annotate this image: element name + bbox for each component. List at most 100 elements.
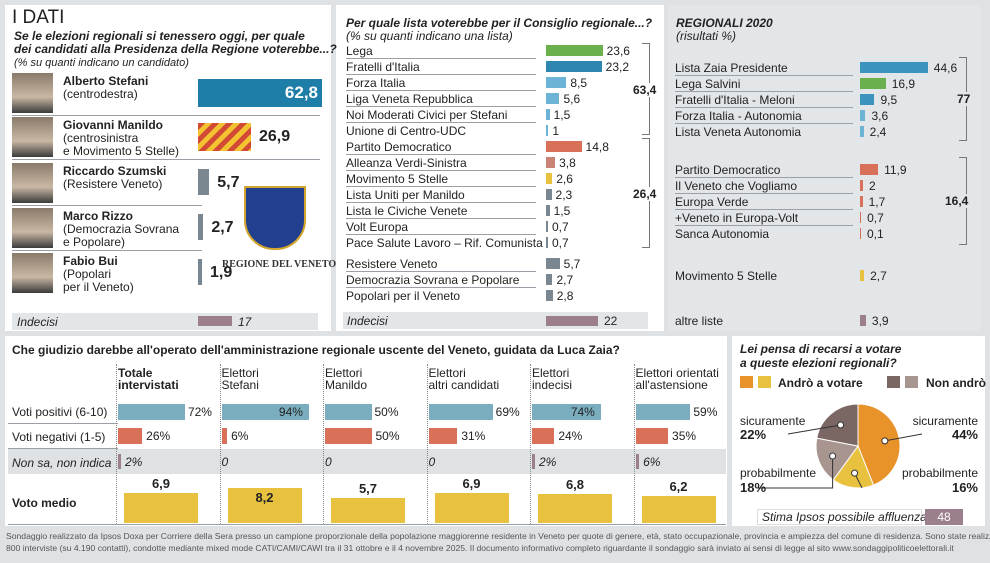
candidate-value: 62,8 <box>284 83 318 102</box>
regionali-value: 3,9 <box>871 314 889 328</box>
column-header: Elettori orientati <box>635 366 719 380</box>
column-separator <box>323 364 324 524</box>
lists-panel <box>336 5 664 331</box>
candidate-photo <box>12 163 53 203</box>
column-header: intervistati <box>118 378 179 392</box>
regione-veneto-logo <box>244 186 306 250</box>
list-label: Movimento 5 Stelle <box>346 172 449 186</box>
column-header: all'astensione <box>635 378 708 392</box>
average-value: 6,9 <box>151 476 171 492</box>
list-bar <box>546 125 549 136</box>
positive-bar <box>118 404 185 420</box>
list-bar <box>546 157 556 168</box>
undecided-bar <box>198 316 232 326</box>
regionali-2020-panel <box>668 5 981 331</box>
list-bar <box>546 237 548 248</box>
candidate-party: e Popolare) <box>63 235 126 249</box>
positive-value: 94% <box>278 405 303 419</box>
lists-question: Per quale lista voterebbe per il Consigl… <box>346 16 653 30</box>
regionali-value: 2,4 <box>869 125 887 139</box>
list-bar <box>546 109 550 120</box>
regionali-bar <box>860 196 863 207</box>
list-value: 1,5 <box>553 108 571 122</box>
candidate-value: 1,9 <box>210 264 233 281</box>
regionali-label: Lista Veneta Autonomia <box>675 125 802 139</box>
row-divider <box>8 448 118 449</box>
legend-go-label: Andrò a votare <box>778 376 863 390</box>
list-label: Unione di Centro-UDC <box>346 124 467 138</box>
candidate-party: per il Veneto) <box>63 280 134 294</box>
candidate-value: 5,7 <box>217 174 240 191</box>
list-label: Lista Uniti per Manildo <box>346 188 465 202</box>
candidate-bar <box>198 79 322 107</box>
list-value: 3,8 <box>559 156 576 170</box>
list-label: Volt Europa <box>346 220 409 234</box>
regionali-bar <box>860 110 866 121</box>
average-bar <box>641 496 716 523</box>
negative-bar <box>635 428 669 444</box>
candidate-photo <box>12 73 53 113</box>
non-sa-bar <box>532 454 535 469</box>
column-header: Totale <box>118 366 153 380</box>
column-header: Manildo <box>325 378 368 392</box>
list-value: 2,7 <box>556 273 574 287</box>
column-header: Elettori <box>221 366 259 380</box>
negative-bar <box>428 428 458 444</box>
regionali-value: 9,5 <box>880 93 898 107</box>
row-divider <box>346 74 536 75</box>
legend-swatch-maybe-go <box>758 376 771 388</box>
row-divider <box>346 218 536 219</box>
list-label: Democrazia Sovrana e Popolare <box>346 273 520 287</box>
row-divider <box>346 106 536 107</box>
lists-undecided-band <box>343 312 648 329</box>
row-divider <box>675 107 853 108</box>
regionali-bar <box>860 62 928 73</box>
regionali-note: (risultati %) <box>676 29 737 43</box>
list-bar <box>546 290 553 301</box>
regionali-label: Lega Salvini <box>675 77 741 91</box>
negative-value: 6% <box>231 429 249 443</box>
regionali-value: 0,1 <box>867 227 884 241</box>
list-value: 2,8 <box>556 289 574 303</box>
legend-swatch-sure-go <box>740 376 753 388</box>
regionali-title: REGIONALI 2020 <box>676 16 773 30</box>
non-sa-value: 0 <box>325 455 332 469</box>
column-header: Stefani <box>221 378 259 392</box>
regionali-bar <box>860 94 875 105</box>
row-divider <box>346 202 536 203</box>
regionali-value: 44,6 <box>933 61 958 75</box>
negative-value: 35% <box>672 429 697 443</box>
candidate-name: Giovanni Manildo <box>63 118 164 132</box>
candidates-question-2: dei candidati alla Presidenza della Regi… <box>14 42 337 56</box>
regionali-value: 16,9 <box>891 77 916 91</box>
list-label: Popolari per il Veneto <box>346 289 461 303</box>
row-divider <box>346 271 536 272</box>
undecided-band <box>12 313 318 330</box>
regionali-value: 1,7 <box>868 195 886 209</box>
candidate-name: Fabio Bui <box>63 254 118 268</box>
column-header: altri candidati <box>428 378 500 392</box>
turnout-question-2: a queste elezioni regionali? <box>740 356 897 370</box>
row-divider <box>12 205 202 206</box>
positive-bar <box>221 404 309 420</box>
candidate-party: e Movimento 5 Stelle) <box>63 144 180 158</box>
regionali-value: 3,6 <box>871 109 889 123</box>
average-bar <box>331 498 405 523</box>
row-divider <box>675 177 853 178</box>
list-value: 1,5 <box>553 204 571 218</box>
candidate-photo <box>12 253 53 293</box>
positive-bar <box>635 404 691 420</box>
row-divider <box>675 209 853 210</box>
candidates-note: (% su quanti indicano un candidato) <box>14 57 189 69</box>
average-bar <box>434 493 509 523</box>
list-value: 23,6 <box>606 44 630 58</box>
list-label: Resistere Veneto <box>346 257 438 271</box>
row-divider <box>346 170 536 171</box>
list-label: Fratelli d'Italia <box>346 60 420 74</box>
judgement-row-label: Voti negativi (1-5) <box>12 430 106 444</box>
candidate-name: Riccardo Szumski <box>63 164 167 178</box>
row-divider <box>8 524 726 525</box>
list-label: Alleanza Verdi-Sinistra <box>346 156 467 170</box>
positive-value: 74% <box>570 405 595 419</box>
pie-value: 22% <box>740 427 767 442</box>
